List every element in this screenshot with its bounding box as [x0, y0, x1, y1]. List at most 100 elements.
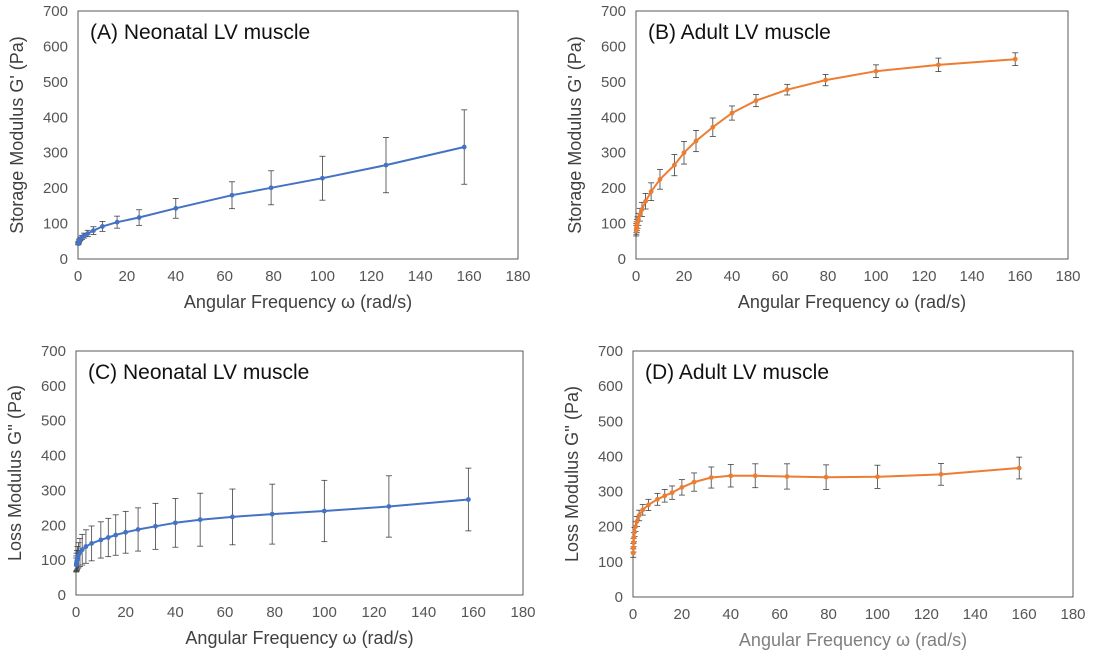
- panel-title: (D) Adult LV muscle: [645, 361, 829, 384]
- data-point: [135, 527, 141, 532]
- y-tick-label: 200: [601, 180, 626, 197]
- data-point: [269, 511, 275, 517]
- data-point: [89, 541, 95, 546]
- y-tick-label: 100: [41, 552, 66, 569]
- data-point: [100, 224, 105, 229]
- x-tick-label: 40: [724, 268, 741, 285]
- data-point: [229, 192, 235, 198]
- y-tick-label: 500: [41, 413, 66, 430]
- data-point: [91, 228, 96, 234]
- data-point: [672, 162, 677, 168]
- y-tick-label: 300: [598, 484, 623, 501]
- data-point: [320, 175, 325, 181]
- y-tick-label: 500: [43, 74, 68, 91]
- data-point: [630, 545, 636, 551]
- data-point: [465, 497, 471, 502]
- x-tick-label: 140: [959, 268, 984, 285]
- y-tick-label: 400: [601, 109, 626, 126]
- x-tick-label: 60: [772, 268, 789, 285]
- data-point: [693, 138, 699, 144]
- data-point: [631, 534, 637, 540]
- y-tick-label: 200: [598, 519, 623, 536]
- plot-frame: [632, 350, 1074, 598]
- data-point: [136, 215, 142, 220]
- data-point: [85, 231, 91, 236]
- x-tick-label: 0: [632, 268, 640, 285]
- panel-title: (B) Adult LV muscle: [648, 21, 831, 44]
- x-tick-label: 0: [72, 604, 80, 621]
- y-tick-label: 500: [598, 413, 623, 430]
- data-point: [823, 474, 829, 480]
- data-point: [669, 490, 675, 496]
- y-tick-label: 200: [43, 180, 68, 197]
- y-tick-label: 600: [598, 378, 623, 395]
- x-tick-label: 140: [408, 268, 433, 285]
- data-point: [631, 540, 637, 545]
- data-point: [646, 502, 651, 508]
- y-tick-label: 600: [601, 38, 626, 55]
- x-tick-label: 60: [216, 268, 233, 285]
- data-point: [197, 517, 203, 523]
- data-point: [823, 77, 828, 83]
- x-tick-label: 100: [312, 604, 337, 621]
- data-point: [173, 205, 179, 211]
- data-point: [640, 507, 646, 513]
- x-tick-label: 0: [74, 268, 82, 285]
- panel-title: (A) Neonatal LV muscle: [90, 21, 310, 44]
- x-tick-label: 120: [361, 604, 386, 621]
- data-point: [708, 475, 714, 480]
- data-point: [710, 124, 716, 130]
- y-tick-label: 400: [41, 448, 66, 465]
- y-tick-label: 100: [43, 216, 68, 233]
- y-tick-label: 0: [618, 251, 626, 268]
- panel-d: 0 100 200 300 400 500 600 700 0 20 40 60 80 100 120 140…: [562, 343, 1086, 650]
- plot-frame: [75, 350, 524, 596]
- data-point: [461, 144, 467, 150]
- data-point: [268, 185, 274, 191]
- data-point: [679, 484, 685, 490]
- y-tick-label: 700: [41, 343, 66, 360]
- x-tick-label: 20: [117, 604, 134, 621]
- x-tick-label: 20: [119, 268, 136, 285]
- panel-a: 0 100 200 300 400 500 600 700 0 20 40 60 80 100 120 140…: [7, 3, 531, 312]
- data-point: [113, 532, 119, 538]
- x-tick-label: 40: [167, 604, 184, 621]
- panel-title: (C) Neonatal LV muscle: [88, 361, 309, 384]
- data-point: [639, 207, 645, 212]
- data-point: [784, 474, 790, 479]
- data-point: [681, 150, 687, 156]
- x-tick-label: 120: [911, 268, 936, 285]
- data-point: [784, 87, 790, 93]
- data-point: [105, 535, 111, 540]
- x-tick-label: 180: [1060, 606, 1085, 623]
- x-tick-label: 100: [863, 268, 888, 285]
- data-point: [875, 474, 880, 480]
- y-tick-label: 300: [41, 482, 66, 499]
- x-axis-title: Angular Frequency ω (rad/s): [185, 628, 413, 648]
- x-tick-label: 100: [310, 268, 335, 285]
- data-point: [172, 520, 178, 526]
- x-tick-label: 20: [676, 268, 693, 285]
- data-point: [383, 162, 389, 168]
- data-point: [632, 529, 637, 535]
- x-tick-label: 160: [1007, 268, 1032, 285]
- data-point: [691, 479, 697, 485]
- data-point: [637, 212, 643, 218]
- x-tick-label: 80: [265, 268, 282, 285]
- y-tick-label: 600: [43, 38, 68, 55]
- data-point: [657, 176, 663, 182]
- data-point: [630, 550, 636, 556]
- y-tick-label: 200: [41, 517, 66, 534]
- data-point: [79, 547, 85, 553]
- y-axis-title: Loss Modulus G'' (Pa): [5, 385, 25, 561]
- data-point: [662, 493, 668, 499]
- data-point: [123, 529, 129, 535]
- y-axis-title: Storage Modulus G' (Pa): [7, 36, 27, 234]
- data-point: [1016, 465, 1022, 471]
- x-tick-label: 180: [505, 268, 530, 285]
- data-point: [81, 233, 87, 239]
- plot-frame: [635, 10, 1069, 260]
- x-tick-label: 180: [1055, 268, 1080, 285]
- x-tick-label: 160: [457, 268, 482, 285]
